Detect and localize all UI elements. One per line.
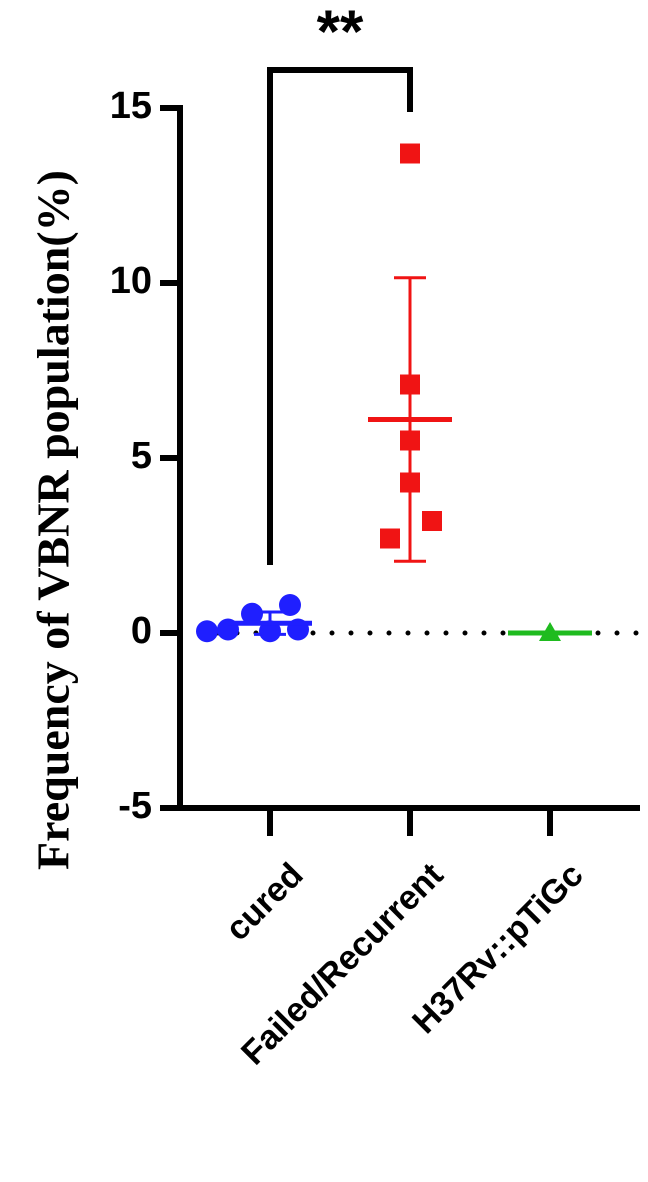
data-point [259, 620, 281, 643]
data-point [400, 472, 420, 493]
data-point [279, 594, 301, 616]
data-point [400, 143, 420, 164]
data-point [380, 528, 400, 549]
significance-bracket [267, 67, 413, 565]
data-point [422, 511, 442, 531]
y-tick-label: 5 [131, 435, 152, 477]
y-tick-label: 15 [110, 85, 152, 127]
y-tick-label: 0 [131, 610, 152, 652]
x-tick-label: cured [218, 856, 310, 948]
y-axis-title: Frequency of VBNR population(%) [28, 170, 79, 870]
y-tick-label: -5 [118, 785, 152, 827]
y-tick-label: 10 [110, 260, 152, 302]
significance-label: ** [317, 0, 364, 65]
data-point [400, 374, 420, 395]
data-point [196, 620, 218, 643]
data-point [400, 430, 420, 451]
data-point [241, 602, 263, 625]
